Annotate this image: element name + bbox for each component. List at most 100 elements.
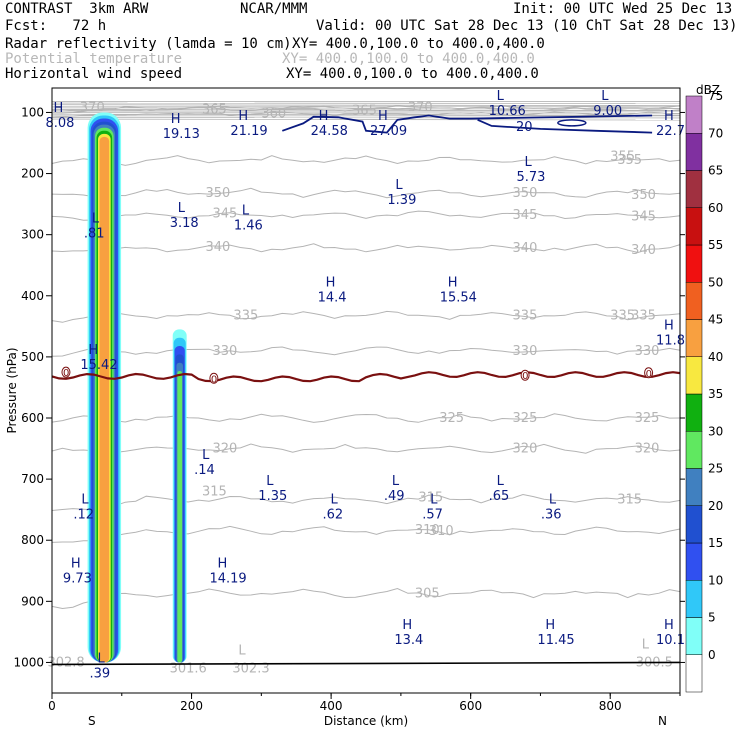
theta-top-band-line (51, 112, 681, 114)
colorbar-level-label: 35 (708, 387, 723, 401)
theta-top-band-line (51, 113, 681, 116)
wind-extreme-value: 19.13 (163, 127, 200, 142)
wind-extreme-value: .49 (384, 489, 405, 504)
y-tick-label: 800 (21, 533, 44, 547)
colorbar-level-label: 10 (708, 573, 723, 587)
reflectivity-cell (172, 329, 187, 663)
wind-extreme-type: H (238, 109, 248, 124)
theta-contour-label: 345 (212, 206, 237, 221)
x-axis-label: Distance (km) (324, 714, 408, 728)
wind-extreme: L1.35 (258, 474, 287, 504)
x-tick-label: 0 (48, 699, 56, 713)
theta-contour-label: 310 (415, 523, 440, 538)
wind-extreme: H15.42 (80, 343, 117, 373)
theta-contour-label: 370 (80, 101, 105, 116)
theta-contour-label: 340 (513, 241, 538, 256)
wind-extreme-type: H (319, 109, 329, 124)
theta-contour-label: 320 (212, 442, 237, 457)
theta-contour-label: 340 (206, 240, 231, 255)
theta-contour-line (51, 587, 681, 610)
theta-contour-line (51, 413, 681, 423)
wind-extreme-type: L (497, 89, 505, 104)
theta-contour-line (51, 525, 681, 543)
theta-contour-label: 355 (610, 149, 635, 164)
wind-extreme-type: H (545, 618, 555, 633)
wind-extreme-type: H (217, 557, 227, 572)
y-tick-label: 400 (21, 289, 44, 303)
colorbar-unit: dBZ (696, 83, 720, 97)
wind-extreme-type: L (242, 204, 250, 219)
wind-extreme-type: H (326, 276, 336, 291)
zero-contour-label: 0 (522, 371, 528, 382)
theta-contour-label: 340 (631, 243, 656, 258)
wind-extreme: L5.73 (516, 155, 545, 185)
colorbar-swatch (685, 319, 703, 357)
wind-contour-label: 20 (516, 120, 533, 135)
theta-top-band-line (51, 102, 681, 104)
field2-xy: XY= 400.0,100.0 to 400.0,400.0 (282, 51, 535, 67)
wind-extreme: H11.45 (537, 618, 574, 648)
wind-extreme-value: .57 (422, 508, 443, 523)
wind-extreme: L1.46 (234, 204, 263, 234)
colorbar-level-label: 20 (708, 499, 723, 513)
y-tick-label: 900 (21, 594, 44, 608)
wind-extreme-type: L (92, 211, 100, 226)
wind-extreme-type: L (202, 448, 210, 463)
wind-extreme: H27.09 (370, 109, 407, 139)
wind-extreme-type: L (178, 201, 186, 216)
colorbar-level-label: 65 (708, 164, 723, 178)
wind-extreme: H14.19 (209, 557, 246, 587)
colorbar-level-label: 0 (708, 648, 716, 662)
wind-extreme-value: 10.66 (489, 104, 526, 119)
colorbar-swatch (685, 393, 703, 432)
wind-extreme: L.57 (422, 493, 443, 523)
wind-extreme-type: H (402, 618, 412, 633)
wind-extreme-value: 27.09 (370, 124, 407, 139)
wind-extreme-value: 9.00 (593, 104, 622, 119)
wind-extreme-value: .65 (489, 489, 510, 504)
wind-extreme-value: 5.73 (516, 170, 545, 185)
field2-name: Potential temperature (5, 51, 183, 67)
x-tick-label: 200 (180, 699, 203, 713)
theta-contour-label: 325 (635, 411, 660, 426)
x-tick-label: 600 (459, 699, 482, 713)
zero-contour-line (51, 371, 681, 383)
theta-extreme-marker: L (642, 637, 650, 652)
wind-extreme-value: 15.42 (80, 358, 117, 373)
wind-extreme-type: H (378, 109, 388, 124)
theta-contour-label: 325 (513, 411, 538, 426)
zero-label-bg (644, 367, 654, 379)
theta-contour-label: 355 (617, 153, 642, 168)
wind-extreme-type: L (549, 493, 557, 508)
wind-extreme: H13.4 (394, 618, 423, 648)
wind-extreme: H10.12 (656, 618, 693, 648)
wind-extreme-value: 21.19 (230, 124, 267, 139)
colorbar-level-label: 50 (708, 275, 723, 289)
y-tick-label: 200 (21, 167, 44, 181)
colorbar-level-label: 5 (708, 611, 716, 625)
colorbar-swatch (685, 654, 703, 693)
header-title-left: CONTRAST 3km ARW (5, 1, 149, 17)
wind-extreme-type: L (395, 178, 403, 193)
wind-extreme-type: L (601, 89, 609, 104)
theta-contour-label: 325 (439, 411, 464, 426)
theta-contour-line (51, 210, 681, 221)
theta-surface-label: 302.3 (232, 662, 269, 677)
theta-contour-label: 345 (631, 209, 656, 224)
x-tick-label: 400 (320, 699, 343, 713)
x-end-label-south: S (88, 714, 96, 728)
wind-extreme-value: 13.4 (394, 633, 423, 648)
theta-contour-label: 350 (206, 186, 231, 201)
wind-extreme-value: 1.35 (258, 489, 287, 504)
colorbar-swatch (685, 468, 703, 506)
wind-extreme: L.14 (194, 448, 215, 478)
wind-extreme: H14.4 (318, 276, 347, 306)
theta-surface-label: 301.6 (170, 662, 207, 677)
wind-extreme-value: 9.73 (63, 572, 92, 587)
theta-contour-line (51, 443, 681, 455)
zero-label-bg (209, 372, 219, 384)
theta-top-band-line (51, 107, 681, 109)
wind-extreme-type: H (448, 276, 458, 291)
surface-line (51, 661, 681, 666)
